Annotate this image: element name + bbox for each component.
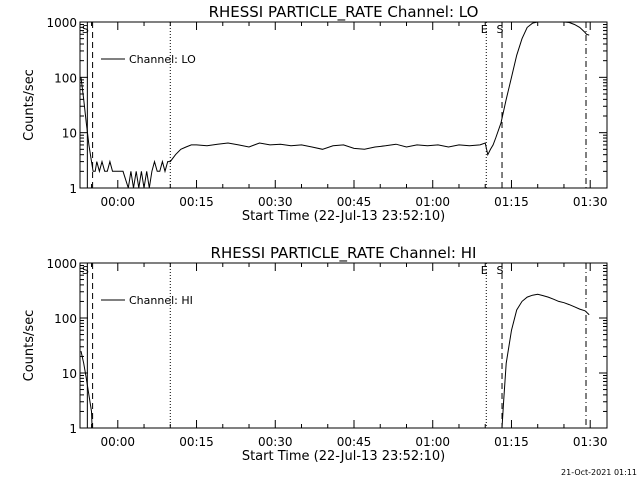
x-tick-label: 00:15 xyxy=(179,195,214,209)
x-tick-label: 01:00 xyxy=(415,195,450,209)
plot-frame xyxy=(79,21,608,189)
chart-panel-1: RHESSI PARTICLE_RATE Channel: LO 1 10 100 10… xyxy=(22,3,608,224)
series-line xyxy=(80,22,590,188)
y-tick-label: 100 xyxy=(54,312,77,326)
chart-title: RHESSI PARTICLE_RATE Channel: HI xyxy=(211,244,477,263)
event-marker-label: S xyxy=(497,23,504,36)
series-line xyxy=(80,293,590,428)
event-marker-label: E xyxy=(481,23,488,36)
event-marker-label: E xyxy=(481,264,488,277)
x-tick-label: 01:30 xyxy=(573,195,608,209)
x-tick-label: 00:30 xyxy=(258,195,293,209)
legend-entry: Channel: LO xyxy=(129,53,196,66)
y-axis-label: Counts/sec xyxy=(22,310,37,382)
chart-title: RHESSI PARTICLE_RATE Channel: LO xyxy=(209,3,479,22)
y-tick-label: 100 xyxy=(54,71,77,85)
y-tick-label: 10 xyxy=(62,127,77,141)
x-axis-label: Start Time (22-Jul-13 23:52:10) xyxy=(242,449,445,464)
x-tick-label: 00:00 xyxy=(100,435,135,449)
x-tick-label: 01:15 xyxy=(494,435,529,449)
x-axis-label: Start Time (22-Jul-13 23:52:10) xyxy=(242,209,445,224)
x-tick-label: 00:00 xyxy=(100,195,135,209)
y-tick-label: 1 xyxy=(69,422,77,436)
event-marker-label: S xyxy=(82,264,89,277)
x-tick-label: 00:30 xyxy=(258,435,293,449)
x-tick-label: 01:30 xyxy=(573,435,608,449)
x-tick-label: 00:15 xyxy=(179,435,214,449)
legend-entry: Channel: HI xyxy=(129,294,193,307)
event-marker-label: S xyxy=(82,23,89,36)
y-tick-label: 1000 xyxy=(46,257,77,271)
x-tick-label: 01:00 xyxy=(415,435,450,449)
x-tick-label: 00:45 xyxy=(337,435,372,449)
timestamp-stamp: 21-Oct-2021 01:11 xyxy=(561,468,637,477)
y-axis-label: Counts/sec xyxy=(22,69,37,141)
event-marker-label: S xyxy=(497,264,504,277)
plot-frame xyxy=(79,262,608,429)
y-tick-label: 1000 xyxy=(46,16,77,30)
chart-panel-2: RHESSI PARTICLE_RATE Channel: HI 1 10 100 10… xyxy=(22,244,608,464)
y-tick-label: 10 xyxy=(62,367,77,381)
x-tick-label: 01:15 xyxy=(494,195,529,209)
x-tick-label: 00:45 xyxy=(337,195,372,209)
y-tick-label: 1 xyxy=(69,182,77,196)
